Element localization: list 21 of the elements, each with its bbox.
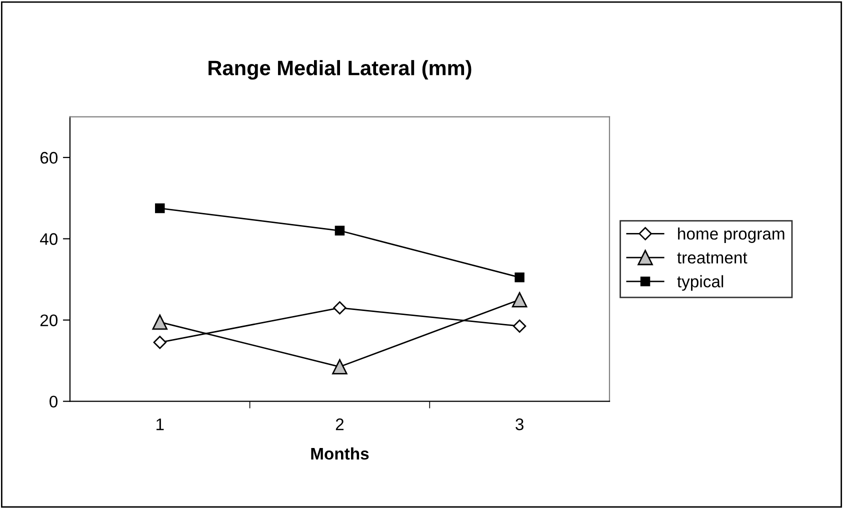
point: [512, 320, 526, 333]
y-tick-label: 60: [40, 152, 58, 164]
point: [332, 359, 348, 374]
point: [155, 203, 165, 214]
y-tick-label: 20: [40, 314, 58, 326]
point: [334, 226, 345, 236]
chart-title: Range Medial Lateral (mm): [208, 60, 472, 80]
point: [514, 272, 524, 282]
legend-label: typical: [677, 275, 724, 291]
legend-label: home program: [678, 227, 784, 243]
x-axis-title: Months: [311, 447, 369, 460]
x-tick-label: 2: [336, 418, 344, 430]
point: [152, 314, 168, 330]
point: [333, 301, 346, 314]
point: [153, 336, 166, 349]
point: [512, 292, 528, 308]
y-tick-label: 40: [40, 233, 58, 245]
x-tick-label: 3: [516, 418, 524, 430]
legend-label: treatment: [677, 252, 748, 264]
x-tick-label: 1: [156, 418, 164, 430]
y-tick-label: 0: [50, 396, 58, 408]
